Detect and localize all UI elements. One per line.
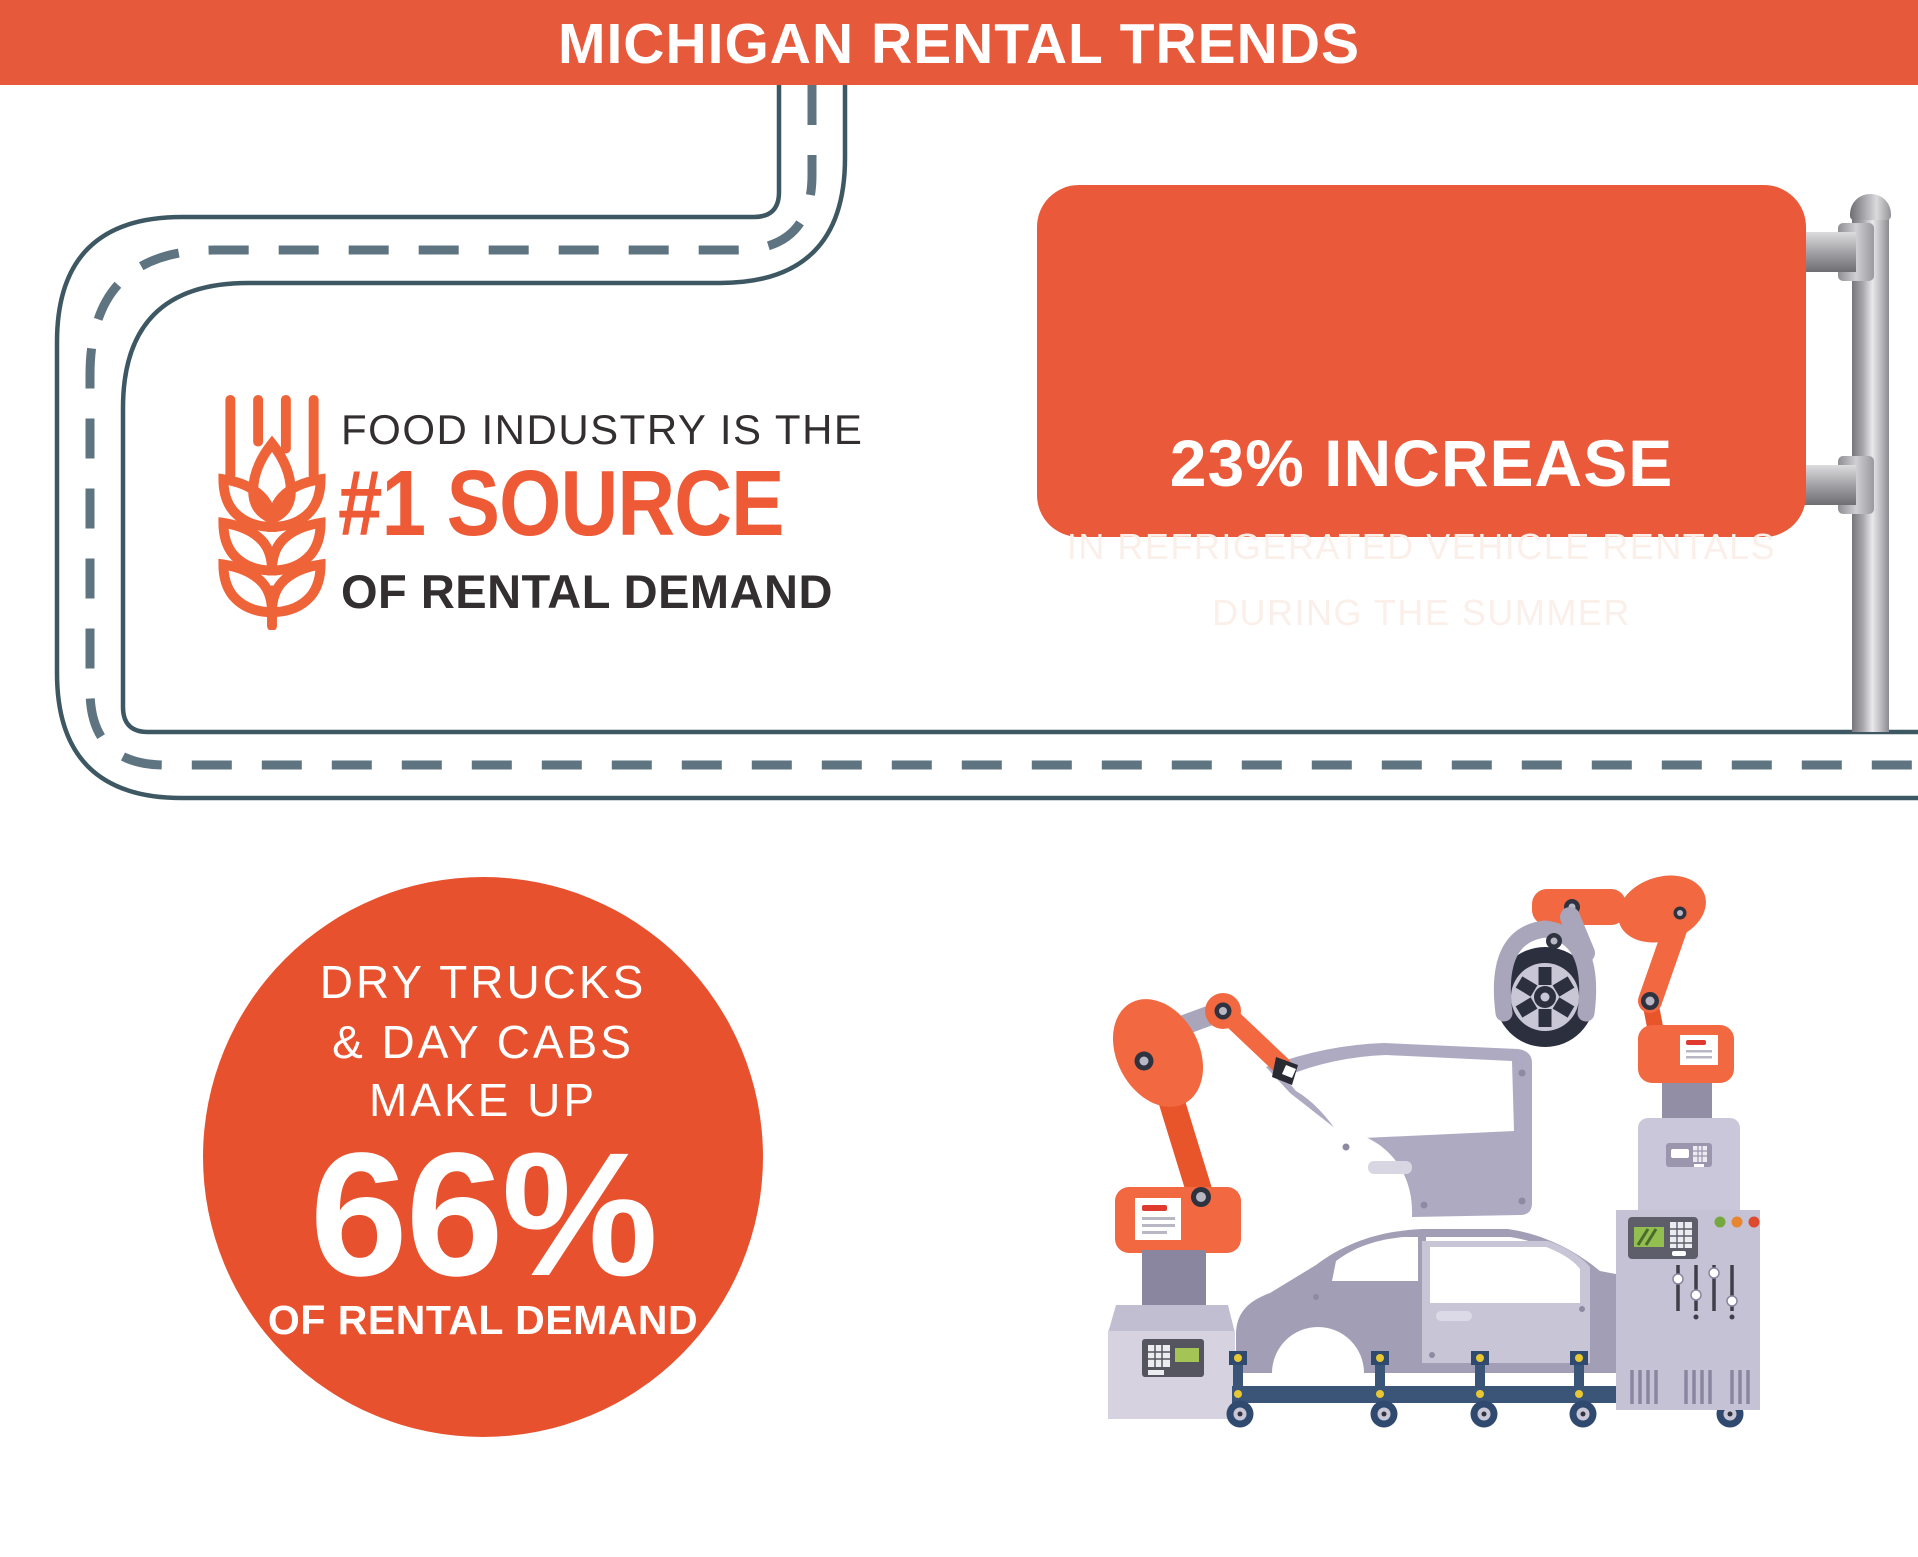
header-banner: MICHIGAN RENTAL TRENDS — [0, 0, 1918, 85]
food-stat-highlight: #1 SOURCE — [338, 451, 784, 555]
left-robot-arm — [1108, 993, 1298, 1419]
highway-sign-panel: 23% INCREASE IN REFRIGERATED VEHICLE REN… — [1037, 185, 1806, 633]
right-robot-arm — [1493, 875, 1734, 1083]
circle-stat-badge: DRY TRUCKS & DAY CABS MAKE UP 66% OF REN… — [203, 877, 763, 1437]
sign-connector-top — [1804, 232, 1856, 272]
car-body-shell — [1236, 1229, 1736, 1373]
food-stat-line1: FOOD INDUSTRY IS THE — [341, 406, 864, 453]
food-stat-line3: OF RENTAL DEMAND — [341, 565, 833, 618]
circle-stat-value: 66% — [309, 1117, 658, 1313]
sign-line2: IN REFRIGERATED VEHICLE RENTALS — [1066, 526, 1777, 567]
circle-stat-line3: MAKE UP — [368, 1074, 598, 1126]
circle-stat-line1: DRY TRUCKS — [319, 956, 647, 1008]
car-assembly-illustration — [1108, 875, 1760, 1428]
right-machine-cabinet — [1616, 1081, 1760, 1410]
road-border-inner — [120, 85, 1918, 735]
conveyor-belt — [1226, 1351, 1756, 1428]
sign-headline: 23% INCREASE — [1169, 426, 1674, 500]
car-door-part — [1266, 1043, 1532, 1217]
circle-stat-caption: OF RENTAL DEMAND — [267, 1297, 699, 1343]
road-border-outer — [54, 85, 1918, 801]
sign-connector-bottom — [1804, 465, 1856, 505]
car-wheel-part — [1495, 947, 1595, 1047]
wheat-grain-icon — [218, 394, 326, 630]
page-title: MICHIGAN RENTAL TRENDS — [557, 12, 1361, 76]
road-center-dash — [85, 85, 1918, 770]
wheel-holder-bracket — [1493, 907, 1597, 1022]
sign-post-cap — [1850, 194, 1891, 220]
sign-line3: DURING THE SUMMER — [1212, 592, 1631, 633]
circle-stat-line2: & DAY CABS — [332, 1016, 634, 1068]
